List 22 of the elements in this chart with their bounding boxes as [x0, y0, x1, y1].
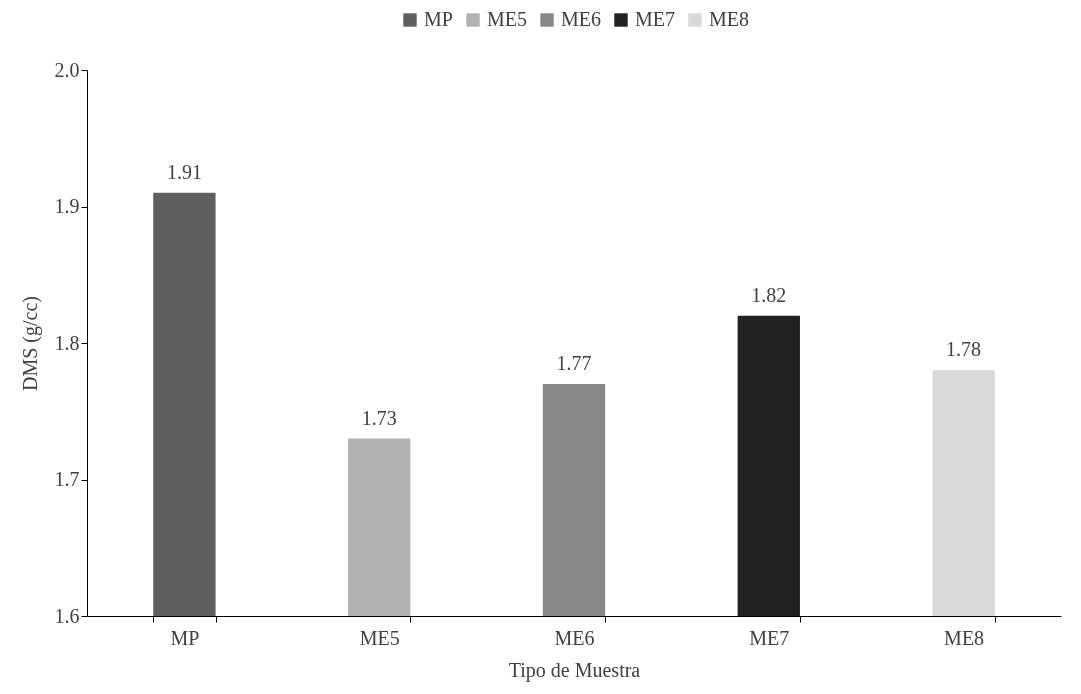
y-tick-label: 1.9 [54, 195, 80, 217]
y-axis-title: DMS (g/cc) [18, 296, 42, 391]
data-label: 1.77 [556, 351, 592, 374]
y-tick-label: 2.0 [54, 58, 80, 81]
legend-label: ME5 [487, 8, 527, 30]
x-tick-label: MP [170, 626, 200, 649]
x-tick-label: ME6 [554, 626, 595, 649]
legend-label: ME6 [561, 8, 601, 30]
x-tick-label: ME5 [359, 626, 400, 649]
y-tick-label: 1.8 [54, 331, 80, 354]
legend-label: MP [424, 8, 453, 30]
data-label: 1.82 [751, 283, 787, 306]
legend-label: ME8 [709, 8, 749, 30]
data-label: 1.73 [361, 406, 397, 429]
data-label: 1.91 [166, 160, 202, 183]
data-label: 1.78 [946, 338, 982, 361]
x-tick-label: ME8 [944, 626, 985, 649]
y-tick-label: 1.7 [54, 468, 80, 490]
x-axis-title: Tipo de Muestra [508, 658, 641, 682]
x-tick-label: ME7 [749, 626, 790, 649]
y-tick-label: 1.6 [54, 604, 80, 627]
legend-label: ME7 [635, 8, 675, 30]
